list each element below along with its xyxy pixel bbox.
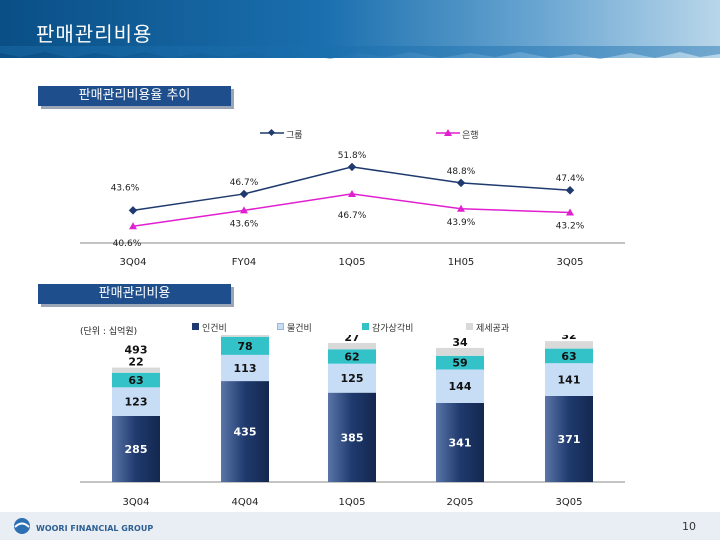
bar-value-label: 285 (125, 443, 148, 456)
bar-value-label: 385 (341, 431, 364, 444)
data-label: 43.2% (556, 221, 585, 231)
group-point (128, 206, 138, 215)
data-label: 51.8% (338, 151, 367, 161)
bar-value-label: 435 (234, 426, 257, 439)
x-tick-label: 2Q05 (447, 497, 474, 508)
bank-point (566, 208, 574, 216)
bar-segment (545, 341, 593, 349)
legend-bank-marker (436, 129, 460, 136)
x-tick-label: 4Q04 (232, 497, 259, 508)
page-number: 10 (682, 520, 696, 533)
bar-value-label: 371 (558, 433, 581, 446)
header-banner (0, 0, 720, 58)
legend-labor-label: 인건비 (202, 324, 227, 334)
x-tick-label: 1H05 (448, 257, 475, 268)
bar-value-label: 34 (452, 336, 468, 349)
bar-value-label: 144 (449, 380, 472, 393)
bar-segment (221, 336, 269, 355)
data-label: 47.4% (556, 174, 585, 184)
bar-segment (328, 343, 376, 350)
x-tick-label: 3Q05 (557, 257, 584, 268)
line-chart: 43.6% 46.7% 51.8% 48.8% 47.4% 40.6% 43.6% 46.7%… (80, 151, 625, 268)
x-tick-label: 3Q04 (123, 497, 150, 508)
bar-value-label: 22 (128, 356, 143, 369)
bar-segment (112, 415, 160, 482)
data-label: 43.6% (111, 183, 140, 193)
bar-segment (221, 354, 269, 382)
unit-label: (단위 : 십억원) (80, 327, 138, 337)
data-label: 43.6% (230, 219, 259, 229)
bar-segment (221, 335, 269, 337)
legend-depreciation-label: 감가상각비 (372, 324, 414, 334)
bar-value-label: 123 (125, 396, 148, 409)
bar-value-label: 27 (344, 335, 359, 344)
bar-value-label: 125 (341, 372, 364, 385)
group-point (347, 162, 357, 172)
legend-group-label: 그룹 (286, 131, 303, 141)
section-title-ratio: 판매관리비용율 추이 (38, 86, 231, 106)
data-label: 43.9% (447, 218, 476, 228)
bar-total-label: 578 (449, 335, 472, 337)
group-point (456, 178, 466, 188)
bar-value-label: 62 (344, 350, 359, 363)
bar-value-label: 63 (561, 350, 576, 363)
bar-segment (221, 381, 269, 482)
series-line-0 (132, 166, 571, 212)
footer-bar (0, 512, 720, 540)
x-tick-label: 3Q05 (556, 497, 583, 508)
bar-segment (112, 367, 160, 373)
bar-segment (436, 369, 484, 403)
bar-segment (328, 392, 376, 482)
data-label: 40.6% (113, 239, 142, 249)
bar-value-label: 59 (452, 357, 467, 370)
footer-brand: WOORI FINANCIAL GROUP (36, 524, 154, 533)
legend-swatch-labor (192, 323, 199, 330)
legend-swatch-material (277, 323, 284, 330)
legend-bank-label: 은행 (462, 131, 479, 141)
bar-value-label: 113 (234, 362, 257, 375)
bar-segment (112, 387, 160, 416)
bar-segment (436, 355, 484, 370)
data-label: 46.7% (230, 178, 259, 188)
bar-segment (545, 363, 593, 396)
legend-swatch-taxes (466, 323, 473, 330)
legend-taxes-label: 제세공과 (476, 324, 510, 334)
bar-total-label: 493 (125, 344, 148, 357)
legend-swatch-depreciation (362, 323, 369, 330)
group-point (239, 189, 249, 199)
bank-point (240, 206, 248, 214)
bar-value-label: 341 (449, 436, 472, 449)
bank-point (129, 222, 137, 230)
bar-segment (328, 363, 376, 393)
bar-segment (436, 347, 484, 356)
bar-chart: 28512363224933Q0443511378286544Q04385125… (80, 335, 625, 508)
page-title: 판매관리비용 (36, 22, 153, 46)
bar-segment (545, 395, 593, 482)
x-tick-label: 1Q05 (339, 257, 366, 268)
bank-point (348, 189, 356, 197)
group-point (565, 185, 575, 195)
section-title-costs: 판매관리비용 (38, 284, 231, 304)
x-tick-label: FY04 (232, 257, 257, 268)
bar-value-label: 78 (237, 340, 252, 353)
bar-value-label: 32 (561, 335, 576, 342)
legend-material-label: 물건비 (287, 324, 312, 334)
bar-segment (545, 348, 593, 364)
woori-logo-icon (14, 518, 30, 534)
bar-segment (436, 402, 484, 482)
data-label: 46.7% (338, 211, 367, 221)
x-tick-label: 3Q04 (120, 257, 147, 268)
bank-point (457, 204, 465, 212)
legend-group-marker (260, 128, 284, 137)
bar-segment (328, 349, 376, 364)
header-torn-edge (0, 46, 720, 59)
bar-segment (112, 372, 160, 388)
bar-value-label: 141 (558, 374, 581, 387)
data-label: 48.8% (447, 167, 476, 177)
x-tick-label: 1Q05 (339, 497, 366, 508)
bar-value-label: 63 (128, 374, 143, 387)
